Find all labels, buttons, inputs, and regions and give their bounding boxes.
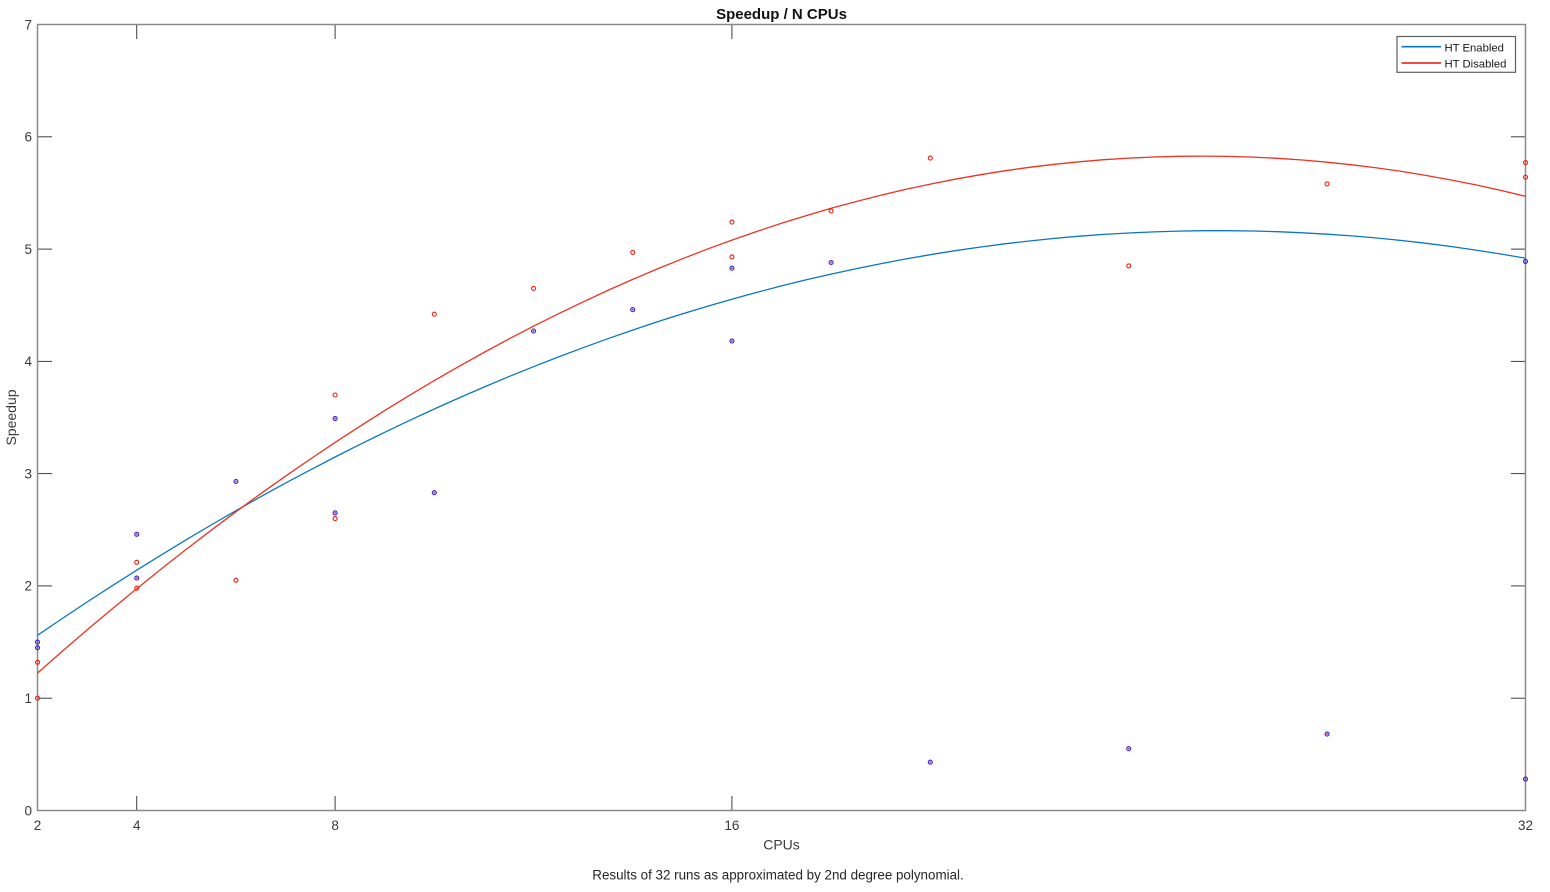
svg-text:HT Disabled: HT Disabled [1445, 59, 1507, 71]
svg-text:3: 3 [24, 466, 32, 481]
svg-text:4: 4 [133, 818, 141, 833]
svg-text:7: 7 [24, 17, 32, 32]
svg-text:Speedup / N CPUs: Speedup / N CPUs [716, 6, 847, 23]
svg-text:16: 16 [724, 818, 739, 833]
svg-text:32: 32 [1518, 818, 1533, 833]
svg-text:0: 0 [24, 803, 32, 818]
svg-text:5: 5 [24, 242, 32, 257]
svg-text:6: 6 [24, 130, 32, 145]
svg-text:HT Enabled: HT Enabled [1445, 42, 1504, 54]
svg-text:Speedup: Speedup [3, 389, 19, 445]
svg-text:8: 8 [331, 818, 339, 833]
svg-text:2: 2 [24, 579, 32, 594]
svg-text:Results of 32 runs as approxim: Results of 32 runs as approximated by 2n… [592, 868, 963, 883]
svg-text:2: 2 [34, 818, 42, 833]
svg-text:4: 4 [24, 354, 32, 369]
svg-text:1: 1 [24, 691, 32, 706]
svg-text:CPUs: CPUs [763, 837, 800, 853]
